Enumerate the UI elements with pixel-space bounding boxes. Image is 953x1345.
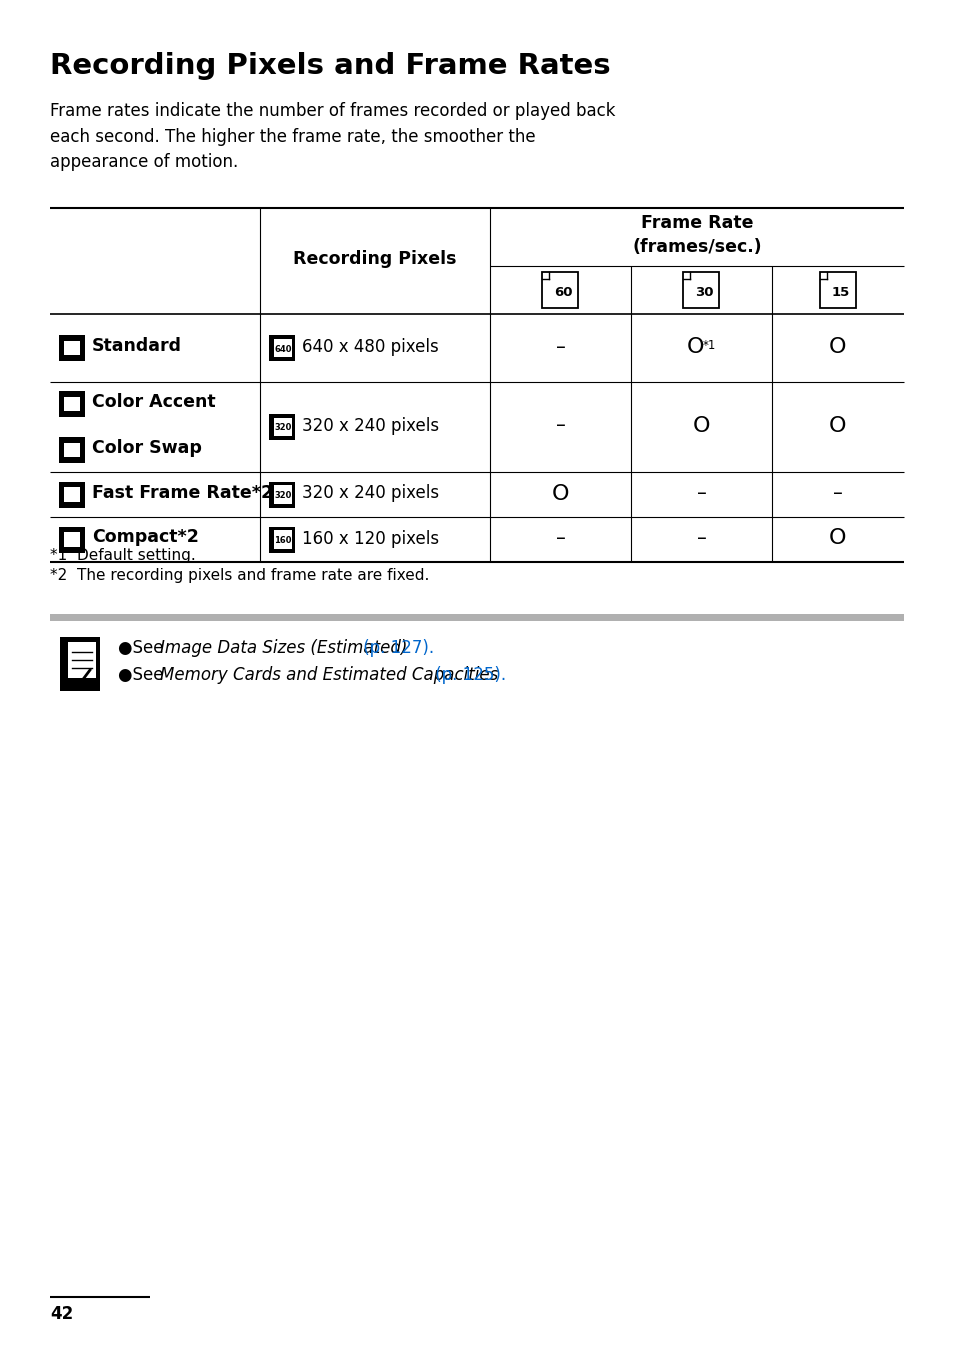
- Bar: [50, 615, 903, 621]
- Text: –: –: [555, 529, 565, 547]
- Text: (p. 127).: (p. 127).: [357, 639, 434, 656]
- Text: *1  Default setting.: *1 Default setting.: [50, 547, 195, 564]
- Bar: [59, 482, 85, 507]
- Text: ●See: ●See: [118, 639, 169, 656]
- Bar: [60, 638, 100, 691]
- Bar: [269, 526, 294, 553]
- Text: Frame rates indicate the number of frames recorded or played back
each second. T: Frame rates indicate the number of frame…: [50, 102, 615, 171]
- Text: ●See: ●See: [118, 666, 169, 685]
- Text: O: O: [686, 338, 703, 356]
- Bar: [59, 437, 85, 463]
- Bar: [820, 272, 855, 308]
- Text: Standard: Standard: [91, 338, 182, 355]
- Text: (p. 125).: (p. 125).: [430, 666, 506, 685]
- Text: Recording Pixels: Recording Pixels: [293, 250, 456, 268]
- Text: Fast Frame Rate*2: Fast Frame Rate*2: [91, 483, 273, 502]
- Bar: [65, 340, 79, 355]
- Text: 42: 42: [50, 1305, 73, 1323]
- Text: *1: *1: [702, 339, 716, 352]
- Text: Color Accent: Color Accent: [91, 393, 215, 412]
- Bar: [274, 418, 292, 436]
- Text: 160: 160: [274, 537, 292, 545]
- Text: –: –: [555, 417, 565, 436]
- Text: 15: 15: [831, 285, 849, 299]
- Bar: [59, 526, 85, 553]
- Text: Recording Pixels and Frame Rates: Recording Pixels and Frame Rates: [50, 52, 610, 79]
- Bar: [59, 391, 85, 417]
- Text: O: O: [828, 338, 846, 356]
- Bar: [68, 642, 96, 678]
- Text: Memory Cards and Estimated Capacities: Memory Cards and Estimated Capacities: [160, 666, 497, 685]
- Text: –: –: [555, 338, 565, 356]
- Text: 160 x 120 pixels: 160 x 120 pixels: [302, 530, 438, 547]
- Text: 320 x 240 pixels: 320 x 240 pixels: [302, 484, 438, 503]
- Text: Frame Rate
(frames/sec.): Frame Rate (frames/sec.): [632, 214, 761, 256]
- Bar: [542, 272, 578, 308]
- Bar: [65, 443, 79, 457]
- Bar: [269, 414, 294, 440]
- Bar: [59, 335, 85, 360]
- Text: O: O: [692, 416, 709, 436]
- Text: –: –: [832, 484, 842, 503]
- Text: Image Data Sizes (Estimated): Image Data Sizes (Estimated): [160, 639, 407, 656]
- Text: –: –: [696, 529, 706, 547]
- Text: 320: 320: [274, 491, 292, 500]
- Text: O: O: [828, 416, 846, 436]
- Bar: [65, 533, 79, 546]
- Bar: [274, 530, 292, 549]
- Text: O: O: [551, 483, 569, 503]
- Bar: [269, 482, 294, 507]
- Text: Color Swap: Color Swap: [91, 438, 202, 457]
- Text: *2  The recording pixels and frame rate are fixed.: *2 The recording pixels and frame rate a…: [50, 568, 429, 582]
- Text: O: O: [828, 529, 846, 549]
- Text: –: –: [696, 484, 706, 503]
- Text: 30: 30: [695, 285, 713, 299]
- Text: 640 x 480 pixels: 640 x 480 pixels: [302, 338, 438, 356]
- Bar: [274, 339, 292, 358]
- Bar: [682, 272, 719, 308]
- Text: 640: 640: [274, 344, 292, 354]
- Bar: [269, 335, 294, 360]
- Text: Compact*2: Compact*2: [91, 529, 198, 546]
- Text: 320 x 240 pixels: 320 x 240 pixels: [302, 417, 438, 434]
- Bar: [65, 487, 79, 502]
- Text: 60: 60: [554, 285, 572, 299]
- Bar: [274, 486, 292, 504]
- Text: 320: 320: [274, 424, 292, 433]
- Bar: [65, 397, 79, 412]
